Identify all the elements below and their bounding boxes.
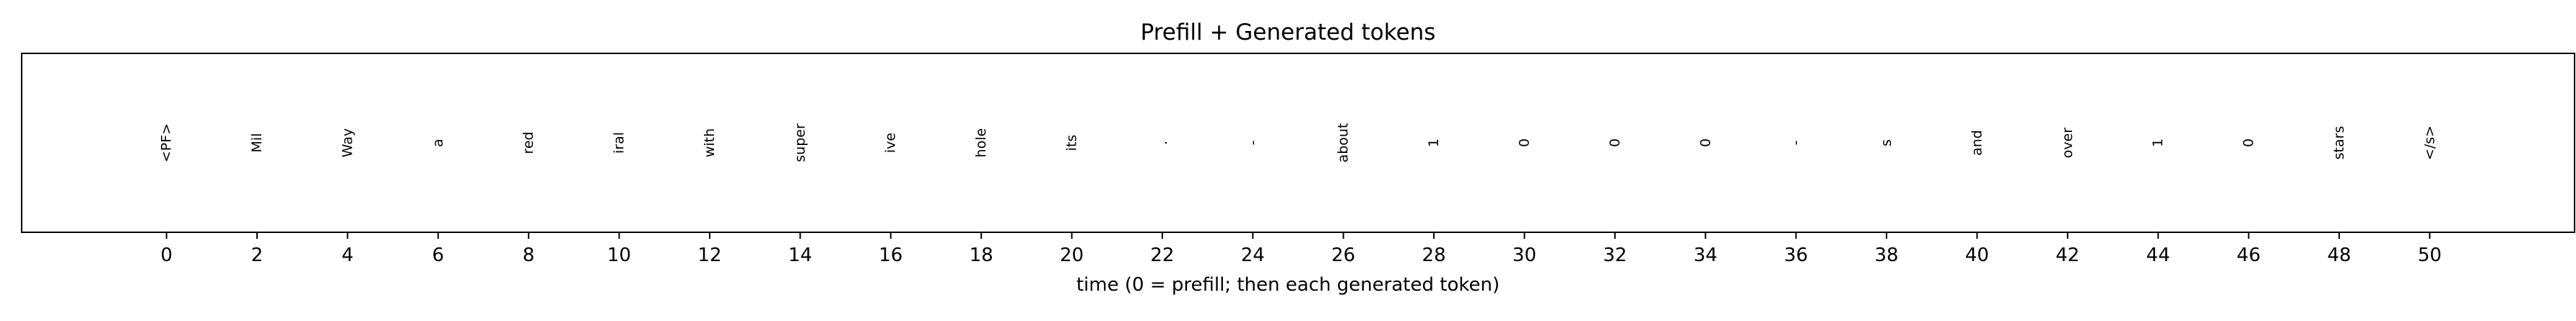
x-tick-label: 44 [2146,245,2170,266]
token-label: about [1336,123,1352,163]
token-label: iral [612,132,627,154]
token-label: s [1879,139,1894,146]
token-label: Mil [249,133,265,153]
x-tick-label: 30 [1513,245,1536,266]
token-label: 0 [2241,138,2257,147]
x-tick-label: 20 [1060,245,1084,266]
token-label: Way [339,128,355,157]
x-tick-label: 22 [1150,245,1174,266]
x-tick-label: 6 [432,245,445,266]
x-axis-label: time (0 = prefill; then each generated t… [1076,274,1500,296]
x-tick-label: 32 [1603,245,1627,266]
token-labels: <PF> Mil Way a red iral with super ive hole its. - a… [159,123,2438,163]
token-label: its [1064,135,1080,151]
x-tick-label: 42 [2055,245,2079,266]
token-label: 1 [2150,138,2166,147]
x-tick-label: 4 [341,245,354,266]
x-tick-label: 48 [2327,245,2351,266]
chart-title: Prefill + Generated tokens [1141,19,1436,45]
x-tick-label: 10 [607,245,631,266]
token-label: 1 [1426,138,1442,147]
token-label: . [1154,141,1170,145]
x-tick-label: 16 [879,245,902,266]
token-label: - [1245,141,1261,146]
token-label: ive [883,133,899,153]
x-axis-ticks: 0 2 4 6 8 10 12 14 16 18 20 22 24 26 28 30 32 34 36 38 40 42 4… [160,232,2442,266]
x-tick-label: 36 [1784,245,1808,266]
x-tick-label: 18 [970,245,993,266]
x-tick-label: 14 [788,245,812,266]
token-label: super [792,123,808,162]
token-label: stars [2331,126,2347,160]
token-label: a [430,138,446,147]
token-label: - [1788,141,1804,146]
x-tick-label: 28 [1422,245,1446,266]
token-label: red [521,131,536,154]
x-tick-label: 26 [1331,245,1355,266]
x-tick-label: 8 [523,245,535,266]
x-tick-label: 34 [1694,245,1718,266]
x-tick-label: 0 [160,245,173,266]
token-label: 0 [1607,138,1623,147]
plot-frame [21,53,2575,233]
x-tick-label: 24 [1241,245,1265,266]
x-tick-label: 38 [1874,245,1898,266]
x-tick-label: 40 [1965,245,1989,266]
x-tick-label: 46 [2237,245,2260,266]
token-label: <PF> [159,123,175,162]
x-tick-label: 50 [2418,245,2442,266]
token-label: over [2060,128,2076,159]
x-tick-label: 2 [251,245,264,266]
token-label: 0 [1697,138,1713,147]
token-label: </s> [2421,126,2437,160]
x-tick-label: 12 [697,245,721,266]
token-label: and [1969,130,1985,156]
token-label: hole [973,128,989,158]
token-label: 0 [1516,138,1532,147]
token-label: with [702,128,718,157]
